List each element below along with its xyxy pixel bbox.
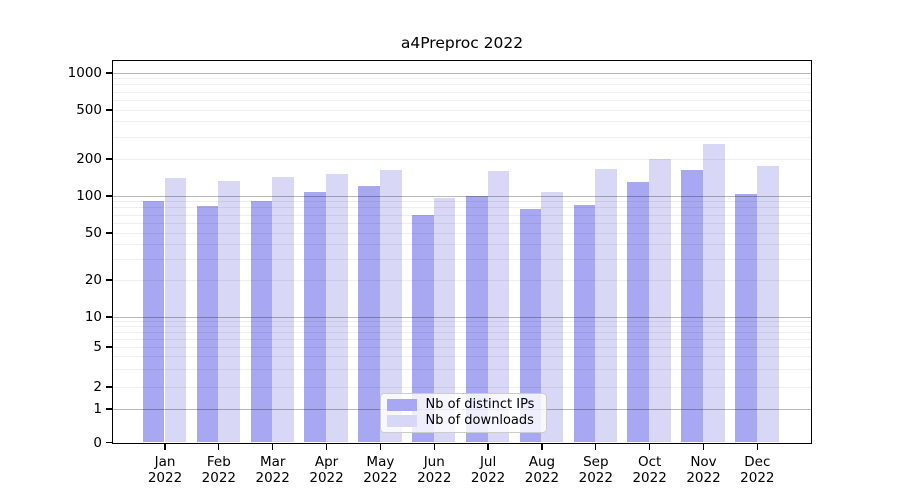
x-tick-label: Jan 2022 [147,453,183,487]
x-tick-mark [379,444,382,450]
bar-distinct-ips [142,200,165,442]
y-tick-label: 200 [76,151,102,167]
x-tick-label: May 2022 [363,453,398,487]
bar-downloads [541,192,564,442]
x-tick-mark [649,444,651,450]
bar-downloads [649,158,671,442]
bar-distinct-ips [519,208,542,442]
y-tick-label: 1000 [67,65,102,81]
bar-downloads [272,177,294,442]
x-tick-mark [595,444,597,450]
plot-area [111,59,812,444]
bar-distinct-ips [573,205,596,442]
bar-downloads [379,170,402,442]
x-tick-mark [218,444,220,450]
y-tick-mark [106,441,112,444]
bar-downloads [756,165,779,442]
y-tick-mark [106,195,112,197]
bar-distinct-ips [412,214,434,442]
y-tick-label: 10 [84,309,102,325]
bar-downloads [703,144,725,442]
legend-item: Nb of distinct IPs [386,397,540,413]
bar-distinct-ips [196,206,219,442]
y-tick-mark [106,279,112,281]
x-tick-label: Nov 2022 [686,453,721,487]
legend: Nb of distinct IPs Nb of downloads [379,393,547,433]
y-tick-label: 20 [84,272,102,288]
x-tick-mark [433,444,435,450]
x-tick-mark [702,444,705,450]
y-tick-mark [106,346,112,348]
bar-distinct-ips [681,169,703,442]
y-tick-mark [106,408,112,410]
x-tick-label: Apr 2022 [309,453,344,487]
x-tick-mark [487,444,489,450]
bar-downloads [164,178,187,442]
x-tick-mark [541,444,543,450]
bars-layer [113,61,811,444]
legend-swatch-downloads [386,414,417,428]
y-tick-label: 1 [93,401,102,417]
bar-downloads [595,169,617,442]
chart-title: a4Preproc 2022 [400,34,524,52]
bar-downloads [487,171,510,442]
bar-downloads [326,173,348,442]
x-tick-label: Sep 2022 [578,453,613,487]
y-tick-mark [106,232,112,234]
x-tick-label: Aug 2022 [524,453,560,487]
y-tick-label: 50 [84,225,102,241]
x-tick-label: Oct 2022 [632,453,667,487]
bar-distinct-ips [304,191,327,442]
legend-label: Nb of distinct IPs [425,397,535,412]
x-tick-label: Dec 2022 [740,453,775,487]
bar-distinct-ips [465,195,488,442]
y-tick-mark [106,72,112,74]
bar-distinct-ips [250,201,273,442]
x-tick-mark [272,444,274,450]
y-tick-label: 2 [93,379,102,395]
x-tick-label: Feb 2022 [201,453,237,487]
x-tick-mark [756,444,758,450]
x-tick-mark [164,444,166,450]
y-tick-mark [106,109,112,111]
x-tick-label: Jul 2022 [470,453,506,487]
y-tick-label: 0 [93,434,102,451]
x-tick-label: Mar 2022 [255,453,290,487]
legend-item: Nb of downloads [386,413,540,429]
y-tick-label: 5 [93,339,102,355]
bar-downloads [218,181,241,442]
bar-downloads [433,197,456,442]
y-tick-label: 500 [76,102,102,118]
y-tick-mark [106,316,112,318]
legend-label: Nb of downloads [425,413,534,428]
bar-distinct-ips [627,182,650,442]
y-tick-mark [106,158,112,160]
bar-distinct-ips [358,186,380,442]
x-tick-mark [325,444,328,450]
y-tick-mark [106,386,112,388]
y-tick-label: 100 [76,188,102,204]
x-tick-label: Jun 2022 [417,453,452,487]
legend-swatch-distinct-ips [386,398,417,412]
bar-distinct-ips [735,193,757,442]
